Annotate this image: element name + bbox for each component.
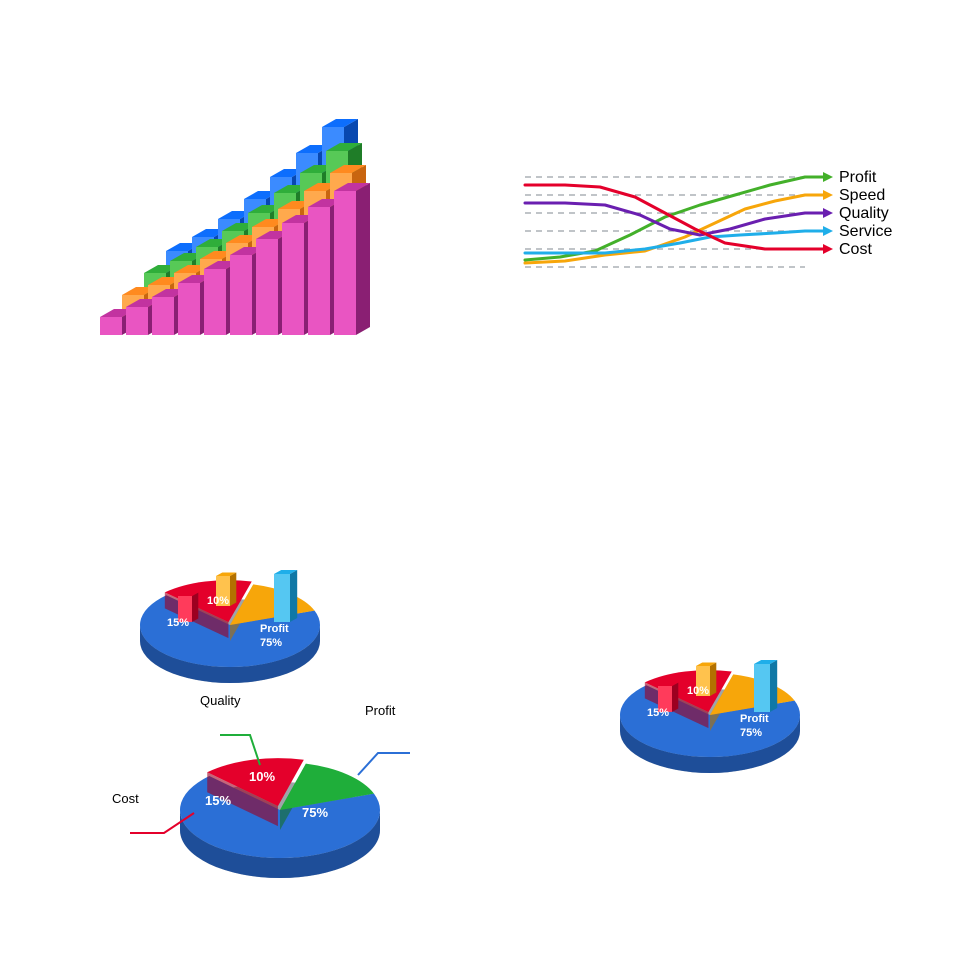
isometric-bar-chart (90, 125, 430, 355)
line-label: Profit (839, 169, 877, 186)
line-label: Service (839, 223, 892, 240)
svg-text:15%: 15% (167, 617, 189, 629)
svg-text:Profit: Profit (740, 713, 769, 725)
svg-text:10%: 10% (687, 685, 709, 697)
pie-3d-small-top: Profit 75% 15% 10% (120, 540, 350, 680)
pie-label: Cost (112, 791, 139, 806)
multi-line-chart: ProfitSpeedQualityServiceCost (525, 165, 905, 305)
pie-3d-labeled: 75% Profit 15% Cost 10% Quality (110, 695, 430, 895)
pie-3d-small-right: Profit 75% 15% 10% (600, 630, 830, 770)
line-label: Cost (839, 241, 872, 258)
line-label: Speed (839, 187, 885, 204)
svg-text:10%: 10% (207, 595, 229, 607)
svg-text:Profit: Profit (260, 623, 289, 635)
pie-label: Quality (200, 693, 241, 708)
svg-text:15%: 15% (205, 793, 231, 808)
svg-text:75%: 75% (260, 637, 282, 649)
line-label: Quality (839, 205, 889, 222)
svg-text:75%: 75% (302, 805, 328, 820)
svg-text:10%: 10% (249, 769, 275, 784)
svg-text:75%: 75% (740, 727, 762, 739)
svg-text:15%: 15% (647, 707, 669, 719)
pie-label: Profit (365, 703, 396, 718)
